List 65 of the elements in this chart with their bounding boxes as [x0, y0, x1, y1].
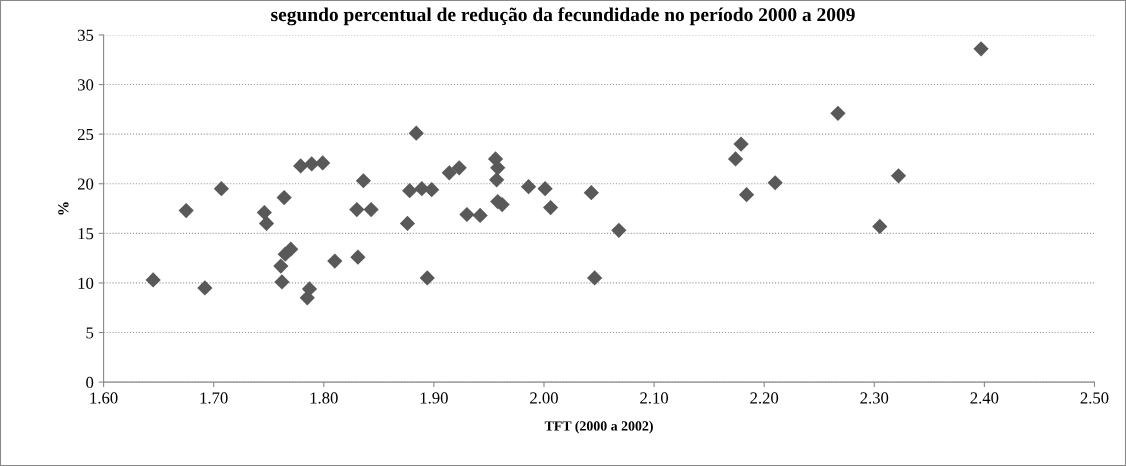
point	[583, 185, 599, 201]
y-tick-label: 0	[86, 376, 94, 389]
point	[355, 173, 372, 189]
x-tick-label: 2.10	[640, 392, 669, 404]
chart-title: segundo percentual de redução da fecundidade no período 2000 a 2009	[271, 7, 855, 26]
point	[611, 222, 627, 238]
x-tick-label: 1.60	[90, 392, 118, 404]
y-tick-label: 35	[78, 29, 94, 41]
point	[490, 160, 506, 176]
point	[451, 160, 467, 176]
point	[283, 241, 299, 257]
point	[274, 274, 290, 290]
point	[767, 175, 783, 191]
point	[830, 105, 846, 121]
point	[872, 218, 888, 234]
point	[537, 181, 553, 197]
point	[256, 204, 272, 221]
point	[402, 183, 418, 199]
point	[973, 41, 989, 57]
x-tick-label: 1.70	[200, 392, 228, 404]
point	[441, 165, 457, 181]
x-tick-label: 2.40	[970, 392, 999, 404]
point	[273, 258, 289, 274]
point	[178, 202, 194, 219]
x-tick-label: 2.30	[860, 392, 889, 404]
point	[293, 158, 309, 174]
y-tick-label: 10	[78, 277, 94, 289]
point	[350, 249, 366, 265]
point	[349, 201, 365, 218]
point	[213, 181, 229, 197]
point	[304, 156, 320, 172]
point	[587, 270, 603, 286]
x-axis-title: TFT (2000 a 2002)	[544, 420, 653, 434]
point	[327, 253, 343, 269]
point	[145, 272, 161, 288]
point	[363, 201, 379, 218]
y-tick-label: 25	[77, 128, 94, 141]
y-tick-label: 20	[77, 178, 94, 190]
point	[301, 281, 318, 297]
x-tick-label: 2.50	[1080, 392, 1109, 404]
x-tick-label: 2.00	[530, 392, 558, 404]
point	[399, 215, 416, 232]
point	[258, 215, 275, 232]
point	[890, 168, 907, 184]
point	[419, 270, 435, 286]
y-axis-title: %	[58, 202, 69, 215]
y-tick-label: 15	[78, 228, 94, 240]
x-tick-label: 2.20	[750, 392, 779, 404]
point	[738, 187, 755, 203]
point	[197, 280, 213, 296]
y-tick-label: 5	[86, 327, 94, 339]
point	[276, 190, 292, 206]
point	[489, 172, 505, 188]
point	[520, 179, 537, 195]
point	[733, 136, 749, 152]
point	[542, 199, 559, 216]
x-tick-label: 1.90	[420, 392, 448, 404]
point	[315, 155, 331, 171]
point	[727, 151, 744, 167]
point	[424, 182, 440, 198]
point	[459, 206, 475, 223]
x-tick-label: 1.80	[310, 392, 338, 404]
point	[408, 125, 424, 141]
y-tick-label: 30	[78, 79, 94, 91]
point	[472, 207, 488, 224]
